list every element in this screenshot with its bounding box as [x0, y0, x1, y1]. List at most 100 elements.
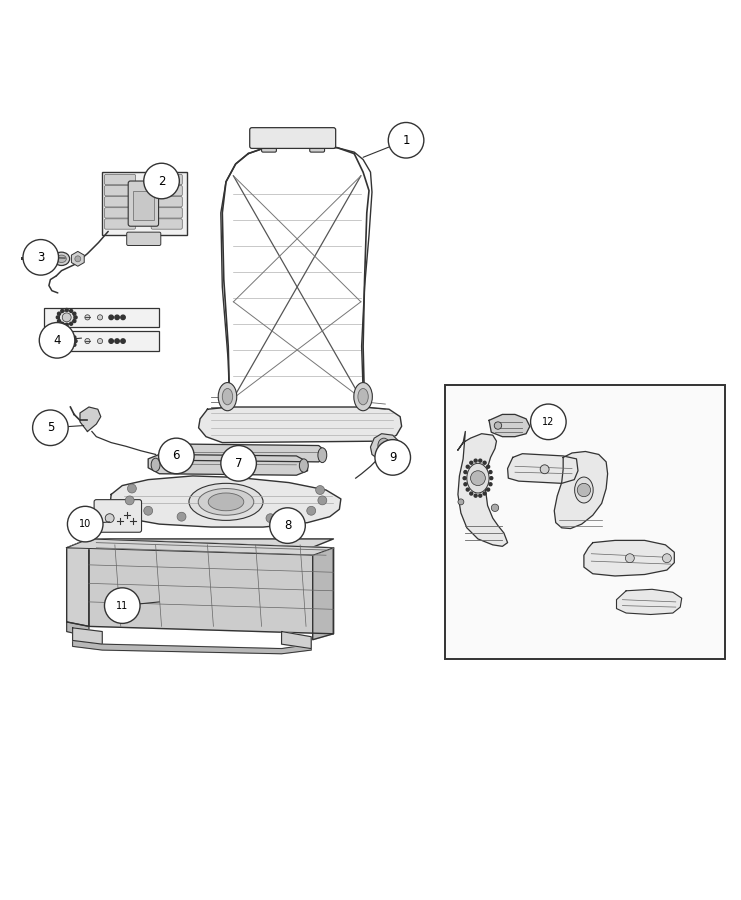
Text: 7: 7: [235, 457, 242, 470]
Ellipse shape: [358, 389, 368, 405]
Text: 4: 4: [53, 334, 61, 346]
Circle shape: [62, 313, 71, 322]
Polygon shape: [584, 540, 674, 576]
Circle shape: [121, 315, 125, 320]
Polygon shape: [148, 454, 308, 475]
Circle shape: [65, 309, 68, 311]
Polygon shape: [282, 632, 311, 649]
Circle shape: [494, 422, 502, 429]
Text: 8: 8: [284, 519, 291, 532]
Text: 3: 3: [37, 251, 44, 264]
FancyBboxPatch shape: [102, 172, 187, 235]
Circle shape: [463, 477, 466, 480]
FancyBboxPatch shape: [133, 191, 154, 220]
Circle shape: [67, 507, 103, 542]
Circle shape: [470, 492, 473, 495]
Circle shape: [70, 310, 73, 312]
Ellipse shape: [218, 382, 236, 410]
FancyBboxPatch shape: [44, 308, 159, 327]
Polygon shape: [67, 539, 333, 555]
Circle shape: [73, 320, 76, 322]
Ellipse shape: [59, 335, 74, 347]
Circle shape: [266, 514, 275, 523]
Circle shape: [127, 484, 136, 493]
Circle shape: [65, 347, 68, 350]
Circle shape: [121, 339, 125, 343]
Circle shape: [62, 337, 71, 346]
Ellipse shape: [84, 338, 90, 344]
Circle shape: [73, 312, 76, 315]
Circle shape: [221, 446, 256, 482]
FancyBboxPatch shape: [151, 219, 182, 230]
Circle shape: [23, 239, 59, 275]
FancyBboxPatch shape: [151, 208, 182, 218]
Circle shape: [487, 465, 490, 468]
Circle shape: [270, 508, 305, 544]
Ellipse shape: [56, 255, 67, 263]
Circle shape: [58, 320, 61, 322]
Circle shape: [483, 492, 486, 495]
Ellipse shape: [354, 382, 372, 410]
Circle shape: [65, 323, 68, 327]
Circle shape: [388, 122, 424, 158]
Circle shape: [479, 459, 482, 462]
Circle shape: [70, 333, 73, 336]
Polygon shape: [617, 590, 682, 615]
Polygon shape: [67, 622, 89, 636]
Ellipse shape: [189, 483, 263, 520]
Circle shape: [58, 336, 61, 339]
Circle shape: [487, 488, 490, 491]
Text: 12: 12: [542, 417, 554, 427]
Ellipse shape: [318, 448, 327, 463]
Polygon shape: [110, 476, 341, 527]
FancyBboxPatch shape: [37, 257, 41, 260]
Ellipse shape: [208, 493, 244, 511]
Ellipse shape: [98, 338, 102, 344]
Circle shape: [115, 315, 119, 320]
Circle shape: [75, 256, 81, 262]
FancyBboxPatch shape: [104, 208, 136, 218]
Circle shape: [73, 343, 76, 346]
Circle shape: [474, 459, 477, 462]
Text: 11: 11: [116, 600, 128, 610]
Text: 9: 9: [389, 451, 396, 464]
Circle shape: [177, 512, 186, 521]
Polygon shape: [89, 539, 333, 634]
Circle shape: [58, 343, 61, 346]
Circle shape: [73, 336, 76, 339]
FancyBboxPatch shape: [104, 196, 136, 207]
FancyBboxPatch shape: [104, 175, 136, 184]
FancyBboxPatch shape: [262, 133, 276, 152]
Ellipse shape: [378, 438, 390, 453]
Circle shape: [491, 504, 499, 511]
Circle shape: [316, 486, 325, 494]
Circle shape: [577, 483, 591, 497]
Polygon shape: [554, 452, 608, 528]
Circle shape: [70, 322, 73, 325]
Circle shape: [483, 462, 486, 464]
Ellipse shape: [53, 252, 70, 266]
Polygon shape: [73, 641, 311, 653]
Polygon shape: [370, 434, 399, 459]
Circle shape: [33, 410, 68, 446]
Circle shape: [61, 322, 64, 325]
Ellipse shape: [299, 459, 308, 472]
FancyBboxPatch shape: [104, 185, 136, 196]
Polygon shape: [174, 444, 326, 462]
Polygon shape: [67, 539, 333, 548]
Circle shape: [109, 339, 113, 343]
Ellipse shape: [467, 464, 489, 493]
FancyBboxPatch shape: [128, 181, 159, 226]
Circle shape: [105, 514, 114, 523]
Polygon shape: [73, 628, 102, 644]
Circle shape: [125, 496, 134, 505]
Circle shape: [70, 346, 73, 349]
FancyBboxPatch shape: [21, 257, 25, 260]
Circle shape: [474, 494, 477, 497]
Circle shape: [464, 471, 467, 473]
FancyBboxPatch shape: [104, 219, 136, 230]
Circle shape: [39, 322, 75, 358]
Circle shape: [466, 488, 469, 491]
FancyBboxPatch shape: [151, 185, 182, 196]
Circle shape: [466, 465, 469, 468]
